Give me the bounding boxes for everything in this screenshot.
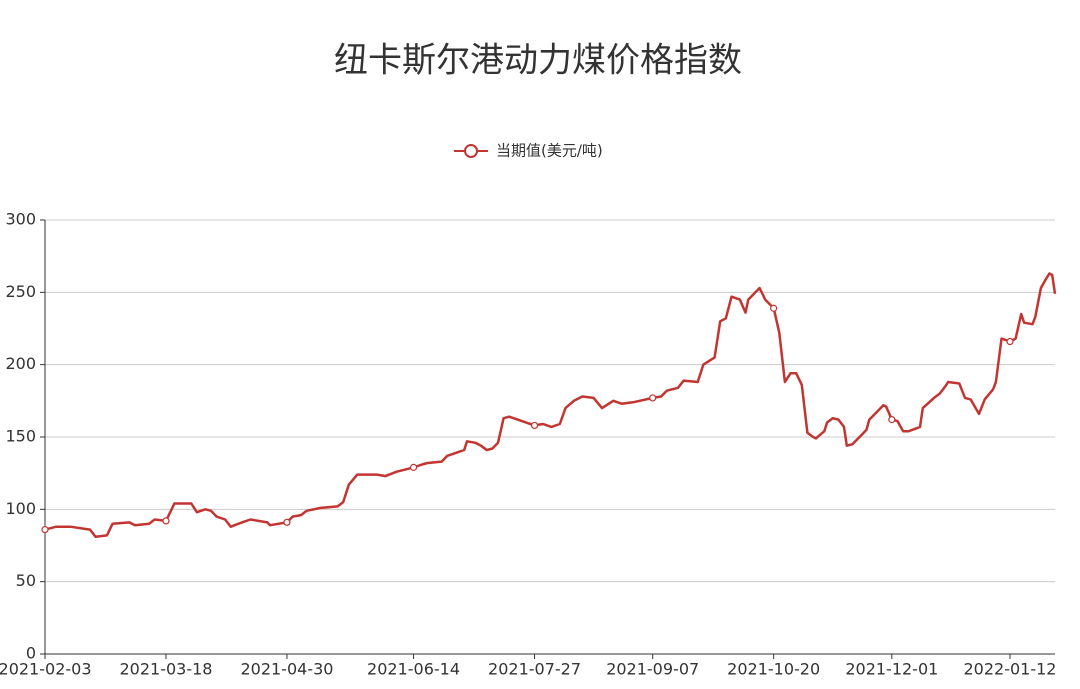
legend-label: 当期值(美元/吨): [496, 142, 603, 160]
y-tick-label: 100: [5, 499, 36, 518]
y-tick-label: 300: [5, 210, 36, 229]
legend-marker: [464, 144, 478, 158]
x-tick-label: 2021-06-14: [367, 660, 460, 679]
point-marker: [888, 416, 896, 424]
y-tick-label: 200: [5, 354, 36, 373]
point-marker: [41, 525, 49, 534]
x-tick-label: 2021-02-03: [0, 660, 91, 679]
x-tick-label: 2021-09-07: [606, 660, 699, 679]
point-marker: [649, 394, 657, 402]
point-marker: [770, 304, 778, 312]
y-tick-label: 50: [16, 571, 36, 590]
x-tick-label: 2021-10-20: [727, 660, 820, 679]
x-tick-label: 2022-01-12: [963, 660, 1056, 679]
x-tick-label: 2021-07-27: [488, 660, 581, 679]
point-marker: [409, 463, 418, 471]
x-tick-label: 2021-04-30: [240, 660, 333, 679]
x-tick-label: 2021-03-18: [119, 660, 212, 679]
point-marker: [1006, 337, 1014, 346]
point-marker: [162, 517, 170, 525]
y-tick-label: 0: [26, 644, 36, 663]
point-marker: [283, 518, 291, 526]
y-tick-label: 250: [5, 282, 36, 301]
x-tick-label: 2021-12-01: [845, 660, 938, 679]
y-tick-label: 150: [5, 427, 36, 446]
chart-title: 纽卡斯尔港动力煤价格指数: [334, 41, 742, 81]
series-line: [44, 272, 1057, 539]
point-marker: [530, 421, 539, 430]
